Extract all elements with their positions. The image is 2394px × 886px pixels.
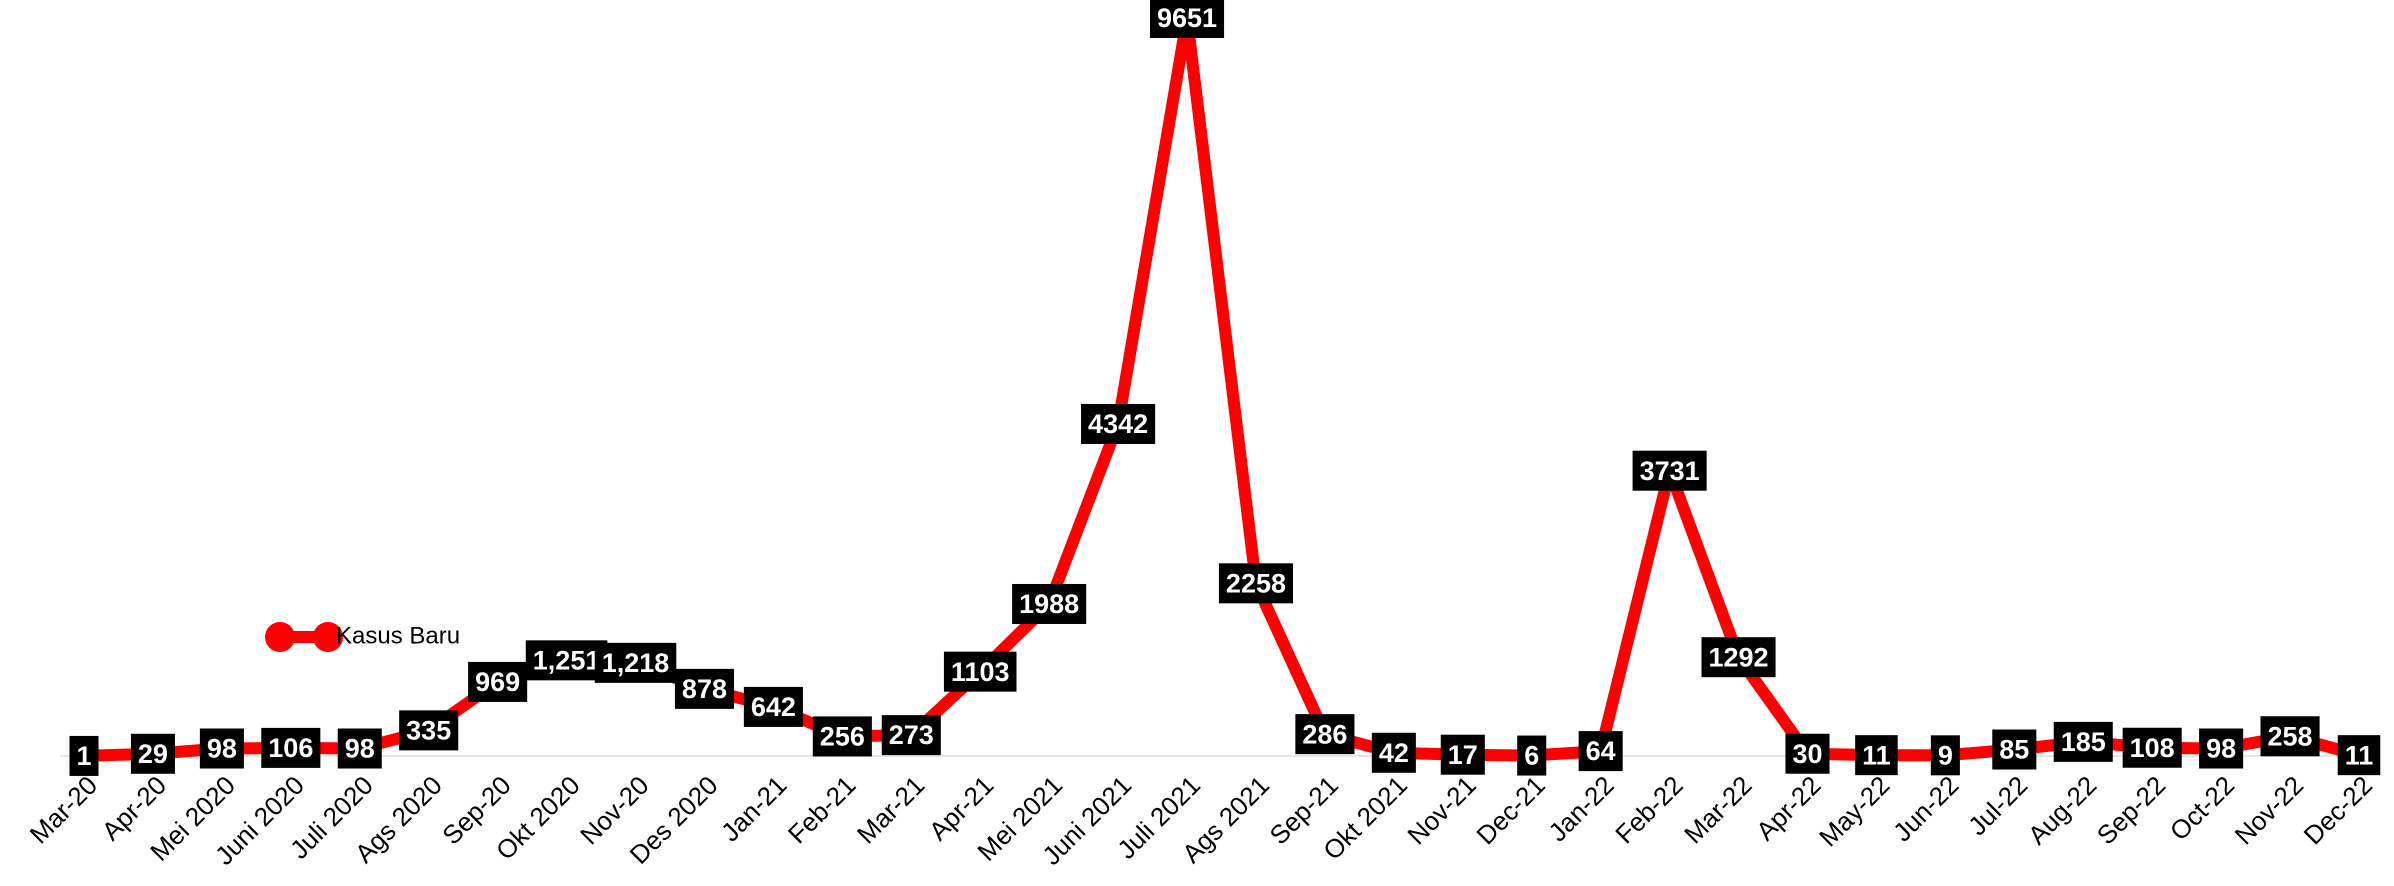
x-tick-label: Dec-22 [2298,770,2378,850]
value-label-group: 11 [1855,735,1898,775]
value-label: 11 [1862,740,1891,770]
x-tick-label: Aug-22 [2022,770,2102,850]
value-label: 9651 [1157,3,1217,33]
value-label-group: 30 [1785,734,1829,774]
x-tick-label: Oct-22 [2164,770,2240,846]
x-tick-label: Sep-22 [2091,770,2171,850]
value-label-group: 106 [261,728,320,768]
value-label: 1 [76,741,91,771]
value-label-group: 1988 [1012,584,1086,624]
x-tick-label: May-22 [1813,770,1896,853]
value-label-group: 4342 [1081,404,1155,444]
value-label: 286 [1302,719,1347,749]
value-label-group: 85 [1992,730,2036,770]
value-label-group: 29 [131,734,175,774]
value-label: 273 [889,720,934,750]
x-tick-label: Dec-21 [1470,770,1550,850]
value-label: 3731 [1640,456,1700,486]
value-label-group: 878 [675,669,734,709]
x-tick-label: Apr-22 [1750,770,1826,846]
value-label: 258 [2268,721,2313,751]
value-label: 98 [345,734,375,764]
value-label: 6 [1524,741,1539,771]
value-label-group: 9651 [1150,0,1224,38]
value-label: 108 [2130,733,2175,763]
value-label: 185 [2061,727,2106,757]
value-label-group: 258 [2261,716,2320,756]
value-label: 42 [1379,738,1409,768]
x-tick-label: Mar-21 [851,770,930,849]
value-label-group: 1 [69,736,98,776]
value-label-group: 1292 [1702,637,1776,677]
value-label: 4342 [1088,409,1148,439]
x-tick-label: Jun-22 [1887,770,1964,847]
value-label-group: 98 [338,729,382,769]
value-label: 969 [475,667,520,697]
value-label: 9 [1938,740,1953,770]
value-label: 2258 [1226,568,1286,598]
value-label: 98 [2206,734,2236,764]
value-label-group: 185 [2054,722,2113,762]
value-label-group: 11 [2338,735,2381,775]
value-label-group: 17 [1441,735,1485,775]
value-label-group: 2258 [1219,563,1293,603]
legend-label: Kasus Baru [336,622,460,649]
value-label: 1988 [1019,589,1079,619]
chart: Mar-20Apr-20Mei 2020Juni 2020Juli 2020Ag… [0,0,2394,886]
value-label-group: 3731 [1633,451,1707,491]
value-label: 335 [406,716,451,746]
value-label-group: 64 [1579,731,1623,771]
value-label-group: 98 [200,729,244,769]
value-label: 642 [751,692,796,722]
value-label: 1292 [1709,642,1769,672]
value-label: 878 [682,674,727,704]
value-label: 256 [820,722,865,752]
value-label: 85 [1999,735,2029,765]
value-label-group: 9 [1931,735,1960,775]
value-label-group: 256 [813,716,872,756]
value-label-group: 1,218 [595,643,677,683]
value-label: 11 [2345,740,2374,770]
value-label-group: 969 [468,662,527,702]
value-label-group: 1103 [944,652,1017,692]
value-label-group: 6 [1517,736,1546,776]
x-tick-label: Nov-22 [2229,770,2309,850]
x-tick-label: Feb-22 [1609,770,1688,849]
value-label: 29 [138,739,168,769]
value-label: 1,251 [533,645,601,675]
value-label-group: 42 [1372,733,1416,773]
x-tick-label: Jan-22 [1542,770,1619,847]
value-label: 1103 [951,657,1010,687]
value-label-group: 273 [882,715,941,755]
value-label: 64 [1586,736,1616,766]
value-label-group: 642 [744,687,803,727]
value-label: 17 [1448,740,1478,770]
x-tick-label: Mar-22 [1678,770,1757,849]
value-label: 30 [1792,739,1822,769]
value-label: 106 [268,733,313,763]
value-label: 98 [207,734,237,764]
value-label-group: 108 [2123,728,2182,768]
x-tick-label: Feb-21 [782,770,861,849]
value-label-group: 98 [2199,729,2243,769]
value-label: 1,218 [602,648,670,678]
x-tick-label: Nov-21 [1401,770,1481,850]
page: {"chart_data": {"type": "line", "categor… [0,0,2394,886]
value-label-group: 335 [399,710,458,750]
x-tick-label: Mar-20 [24,770,103,849]
legend-marker [265,622,295,652]
x-tick-label: Jan-21 [715,770,792,847]
value-label-group: 286 [1295,714,1354,754]
